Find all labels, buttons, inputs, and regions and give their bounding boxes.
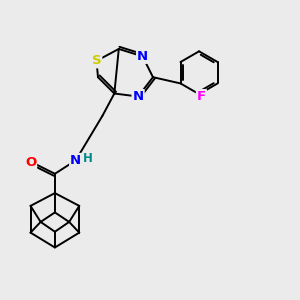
Text: N: N: [137, 50, 148, 63]
Text: F: F: [197, 90, 206, 103]
Text: N: N: [133, 90, 144, 103]
Text: H: H: [83, 152, 93, 164]
Text: N: N: [70, 154, 81, 167]
Text: O: O: [25, 156, 36, 169]
Text: S: S: [92, 54, 101, 67]
